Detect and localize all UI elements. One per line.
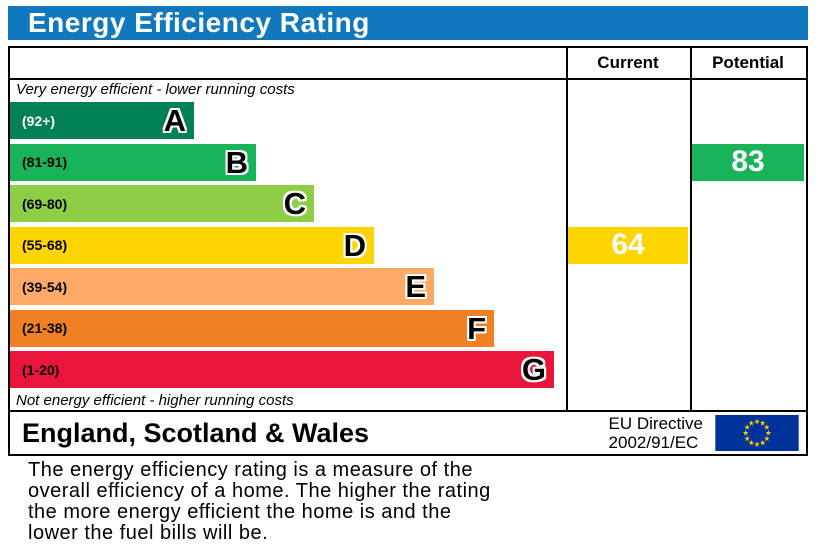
band-f-range-label: (21-38) (22, 320, 68, 337)
band-d-range-label: (55-68) (22, 237, 68, 254)
description-line: overall efficiency of a home. The higher… (28, 480, 491, 502)
band-g-range-label: (1-20) (22, 361, 60, 378)
band-e-bar: (39-54) E (10, 268, 434, 306)
description-line: lower the fuel bills will be. (28, 522, 269, 544)
band-a-range-label: (92+) (22, 112, 56, 129)
potential-column-header: Potential (712, 53, 784, 72)
description-line: The energy efficiency rating is a measur… (28, 459, 473, 481)
header-divider (10, 78, 806, 80)
potential-rating-value: 83 (731, 145, 765, 179)
band-b-letter: B (225, 144, 248, 180)
current-rating-indicator: 64 (568, 226, 688, 264)
description-text: The energy efficiency rating is a measur… (28, 460, 491, 544)
bottom-note: Not energy efficient - higher running co… (16, 391, 294, 409)
region-label: England, Scotland & Wales (22, 417, 370, 448)
eu-directive-label: EU Directive 2002/91/EC (609, 414, 713, 452)
band-a-bar: (92+) A (10, 102, 194, 140)
column-divider (566, 48, 568, 410)
page-title: Energy Efficiency Rating (8, 6, 808, 40)
current-rating-value: 64 (611, 228, 645, 262)
band-f-bar: (21-38) F (10, 309, 494, 347)
column-divider (690, 48, 692, 410)
band-e-letter: E (405, 269, 426, 305)
eu-directive-line2: 2002/91/EC (608, 433, 699, 452)
band-e-range-label: (39-54) (22, 278, 68, 295)
band-c-letter: C (283, 186, 306, 222)
band-b-bar: (81-91) B (10, 143, 256, 181)
band-b-range-label: (81-91) (22, 154, 68, 171)
description-line: the more energy efficient the home is an… (28, 501, 452, 523)
band-f-letter: F (467, 310, 486, 346)
band-g-bar: (1-20) G (10, 351, 554, 389)
band-c-bar: (69-80) C (10, 185, 314, 223)
band-c-range-label: (69-80) (22, 195, 68, 212)
band-a-letter: A (163, 103, 186, 139)
current-column-header: Current (597, 53, 659, 72)
band-d-letter: D (343, 227, 366, 263)
rating-chart: Current Potential Very energy efficient … (8, 46, 808, 412)
potential-rating-indicator: 83 (692, 143, 804, 181)
band-g-letter: G (521, 352, 546, 388)
eu-directive-line1: EU Directive (608, 414, 703, 433)
top-note: Very energy efficient - lower running co… (16, 80, 295, 98)
footer-strip: England, Scotland & Wales EU Directive 2… (8, 410, 808, 456)
band-d-bar: (55-68) D (10, 226, 374, 264)
eu-flag-icon (715, 415, 799, 451)
